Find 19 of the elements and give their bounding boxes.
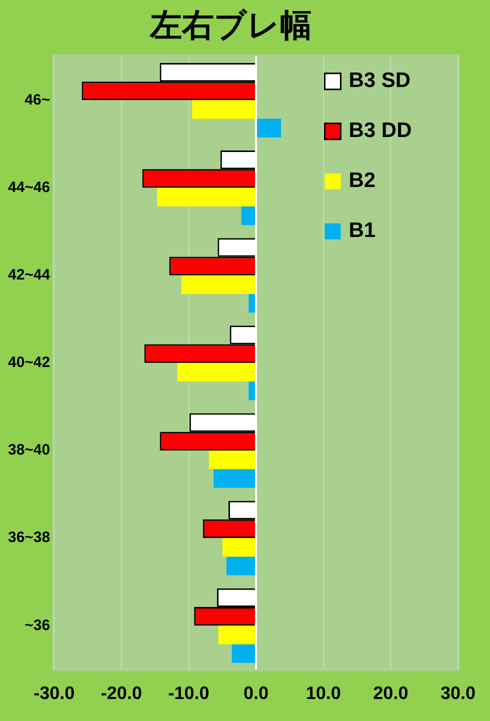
y-tick-label: 42~44 bbox=[8, 266, 51, 284]
x-tick-label: 20.0 bbox=[373, 683, 408, 704]
legend-label: B1 bbox=[348, 219, 376, 242]
x-tick-label: 10.0 bbox=[306, 683, 341, 704]
y-tick-label: 40~42 bbox=[8, 354, 50, 372]
x-tick-label: 0.0 bbox=[244, 683, 269, 704]
x-tick-label: 30.0 bbox=[440, 683, 476, 704]
y-tick-label: ~36 bbox=[24, 616, 50, 634]
legend-label: B2 bbox=[348, 169, 376, 192]
y-tick-label: 36~38 bbox=[8, 529, 50, 546]
legend-label: B3 DD bbox=[348, 119, 412, 142]
chart-title: 左右ブレ幅 bbox=[149, 7, 312, 44]
y-tick-label: 46~ bbox=[24, 91, 50, 108]
x-tick-label: -20.0 bbox=[100, 683, 142, 704]
legend-label: B3 SD bbox=[348, 69, 411, 92]
x-tick-label: -30.0 bbox=[34, 683, 75, 704]
x-tick-label: -10.0 bbox=[168, 683, 210, 704]
y-tick-label: 44~46 bbox=[8, 178, 50, 196]
y-tick-label: 38~40 bbox=[8, 442, 50, 459]
